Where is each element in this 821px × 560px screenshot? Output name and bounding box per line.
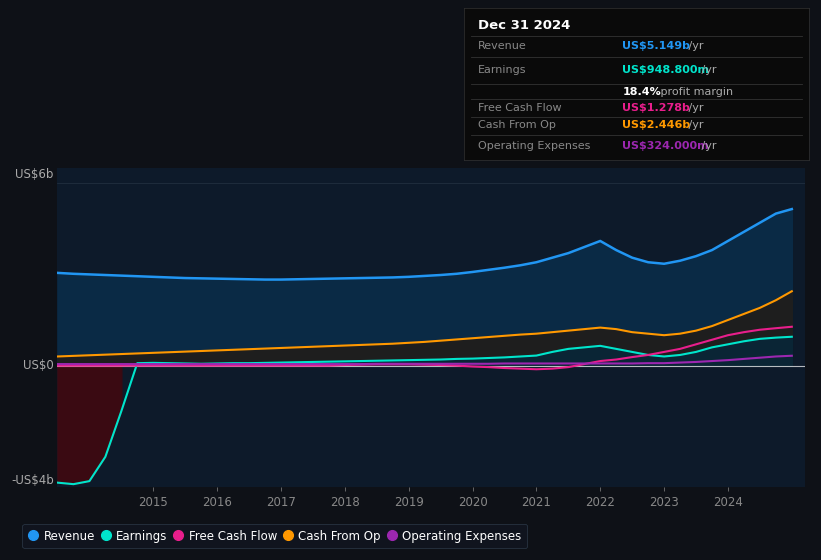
Legend: Revenue, Earnings, Free Cash Flow, Cash From Op, Operating Expenses: Revenue, Earnings, Free Cash Flow, Cash … (22, 524, 527, 548)
Text: profit margin: profit margin (657, 87, 733, 96)
Text: Revenue: Revenue (478, 41, 526, 51)
Text: -US$4b: -US$4b (11, 474, 53, 487)
Text: /yr: /yr (685, 41, 703, 51)
Text: US$5.149b: US$5.149b (622, 41, 690, 51)
Text: US$2.446b: US$2.446b (622, 120, 690, 130)
Text: /yr: /yr (699, 141, 717, 151)
Text: US$6b: US$6b (16, 168, 53, 181)
Text: 18.4%: 18.4% (622, 87, 661, 96)
Text: US$1.278b: US$1.278b (622, 103, 690, 113)
Text: Dec 31 2024: Dec 31 2024 (478, 19, 570, 32)
Text: Free Cash Flow: Free Cash Flow (478, 103, 562, 113)
Text: US$948.800m: US$948.800m (622, 66, 709, 76)
Text: /yr: /yr (685, 103, 703, 113)
Text: /yr: /yr (685, 120, 703, 130)
Text: US$324.000m: US$324.000m (622, 141, 709, 151)
Text: Operating Expenses: Operating Expenses (478, 141, 590, 151)
Text: /yr: /yr (699, 66, 717, 76)
Text: Cash From Op: Cash From Op (478, 120, 556, 130)
Text: Earnings: Earnings (478, 66, 526, 76)
Text: US$0: US$0 (23, 359, 53, 372)
